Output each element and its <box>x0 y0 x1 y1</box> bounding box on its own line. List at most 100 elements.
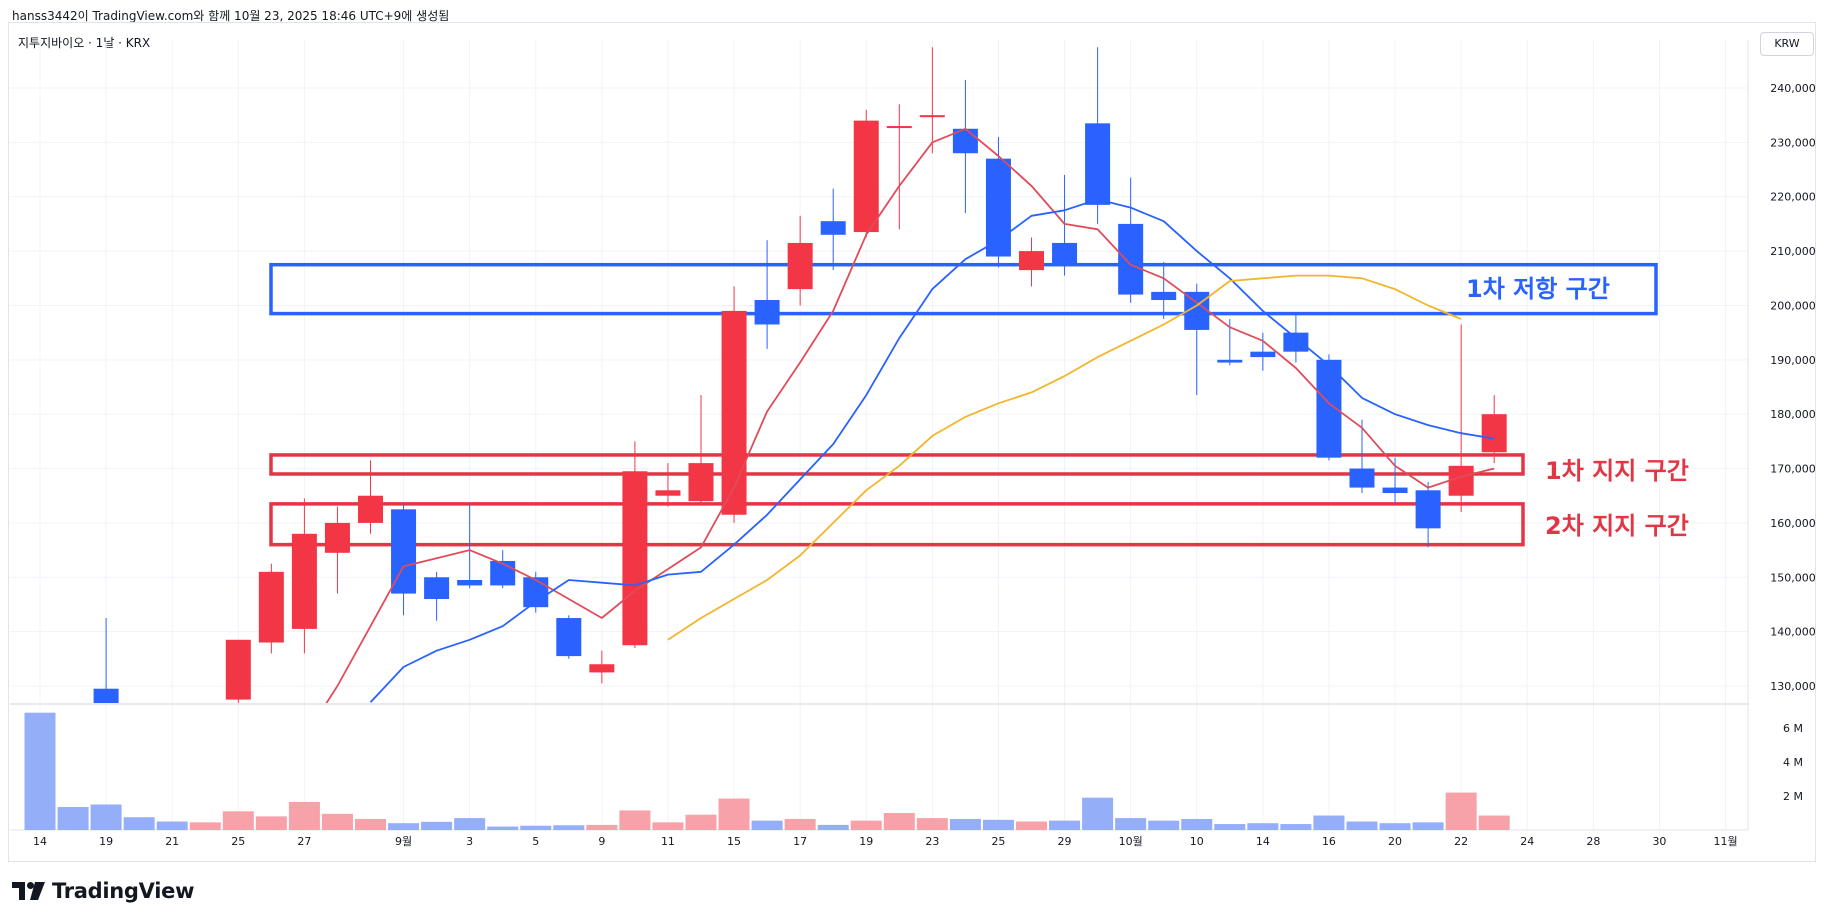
date-tick-label: 28 <box>1586 835 1600 848</box>
volume-bar <box>685 814 717 830</box>
date-tick-label: 11월 <box>1713 835 1737 848</box>
currency-button[interactable]: KRW <box>1760 32 1814 56</box>
volume-bar <box>1082 797 1114 830</box>
volume-bar <box>1412 822 1444 830</box>
volume-bar <box>1280 824 1312 830</box>
volume-bar <box>454 818 486 830</box>
price-tick-label: 170,000 <box>1770 463 1816 476</box>
candle-body <box>1448 465 1474 496</box>
chart-frame <box>8 22 1816 862</box>
price-tick-label: 210,000 <box>1770 245 1816 258</box>
candle-body <box>886 126 912 129</box>
price-tick-label: 150,000 <box>1770 571 1816 584</box>
chart-caption: hanss3442이 TradingView.com와 함께 10월 23, 2… <box>12 9 450 23</box>
volume-bar <box>850 820 882 830</box>
candle-body <box>1085 123 1111 205</box>
volume-bar <box>321 813 353 830</box>
candle-body <box>1283 332 1309 352</box>
volume-tick-label: 4 M <box>1783 756 1803 769</box>
date-tick-label: 11 <box>661 835 675 848</box>
zone-box <box>269 453 1525 476</box>
date-tick-label: 9 <box>598 835 605 848</box>
price-tick-label: 200,000 <box>1770 299 1816 312</box>
price-tick-label: 190,000 <box>1770 354 1816 367</box>
date-tick-label: 25 <box>991 835 1005 848</box>
candle-body <box>622 471 648 646</box>
volume-bar <box>817 824 849 830</box>
price-tick-label: 180,000 <box>1770 408 1816 421</box>
volume-bar <box>189 822 221 830</box>
candle-body <box>1151 291 1177 301</box>
candle-body <box>490 560 516 586</box>
volume-bar <box>883 813 915 830</box>
zone-boxes <box>269 262 1658 547</box>
volume-bar <box>90 804 122 830</box>
candle-body <box>754 300 780 325</box>
candle-body <box>61 729 86 734</box>
candle-body <box>424 577 450 600</box>
tradingview-logo-icon <box>12 882 45 900</box>
tradingview-brand[interactable]: TradingView <box>12 876 194 906</box>
candle-body <box>655 490 681 496</box>
volume-bar <box>586 824 618 830</box>
volume-bar <box>57 807 89 830</box>
price-tick-label: 130,000 <box>1770 680 1816 693</box>
candle-body <box>787 242 813 290</box>
volume-bar <box>982 819 1014 830</box>
date-tick-label: 3 <box>466 835 473 848</box>
volume-bar <box>1346 821 1378 830</box>
volume-bar <box>255 816 287 830</box>
candle-body <box>919 115 945 118</box>
candle-body <box>391 509 417 594</box>
zone-label: 1차 지지 구간 <box>1545 457 1689 485</box>
candle-body <box>721 310 747 515</box>
grid <box>10 40 1749 831</box>
candle-body <box>688 463 714 502</box>
candle-body <box>1415 490 1441 529</box>
zone-labels: 1차 저항 구간 1차 지지 구간 2차 지지 구간 <box>1466 275 1689 540</box>
candle-body <box>1118 223 1144 295</box>
date-tick-label: 14 <box>1256 835 1270 848</box>
volume-bar <box>24 712 56 830</box>
volume-bar <box>123 817 155 830</box>
volume-bar <box>1478 815 1510 830</box>
candle-body <box>457 579 483 586</box>
candle-body <box>1052 242 1078 265</box>
zone-box <box>269 502 1525 547</box>
volume-bar <box>1313 815 1345 830</box>
volume-bar <box>751 820 783 830</box>
axes: 130,000 140,000 150,000 160,000 170,000 180,0… <box>33 82 1816 848</box>
zone-box <box>269 262 1658 316</box>
volume-bar <box>1247 823 1279 830</box>
price-tick-label: 230,000 <box>1770 136 1816 149</box>
candle-body <box>985 158 1011 257</box>
moving-averages <box>325 127 1495 703</box>
candle-body <box>93 688 119 703</box>
date-tick-label: 22 <box>1454 835 1468 848</box>
volume-pane <box>24 712 1510 830</box>
date-tick-label: 27 <box>297 835 311 848</box>
date-tick-label: 30 <box>1652 835 1666 848</box>
date-tick-label: 19 <box>859 835 873 848</box>
volume-bar <box>288 801 320 830</box>
candle-body <box>853 120 879 233</box>
volume-bar <box>1181 818 1213 830</box>
date-tick-label: 10 <box>1190 835 1204 848</box>
date-tick-label: 10월 <box>1119 835 1143 848</box>
brand-name: TradingView <box>52 879 195 903</box>
date-tick-label: 29 <box>1058 835 1072 848</box>
candle-body <box>1349 468 1375 488</box>
symbol-title[interactable]: 지투지바이오 · 1날 · KRX <box>18 36 151 50</box>
volume-bar <box>487 826 519 830</box>
candle-body <box>556 618 582 657</box>
date-tick-label: 19 <box>99 835 113 848</box>
volume-bar <box>520 825 552 830</box>
date-tick-label: 15 <box>727 835 741 848</box>
volume-bar <box>1445 792 1477 830</box>
price-tick-label: 140,000 <box>1770 626 1816 639</box>
volume-bar <box>1379 823 1411 830</box>
volume-bar <box>916 818 948 830</box>
volume-bar <box>1115 818 1147 830</box>
price-tick-label: 240,000 <box>1770 82 1816 95</box>
